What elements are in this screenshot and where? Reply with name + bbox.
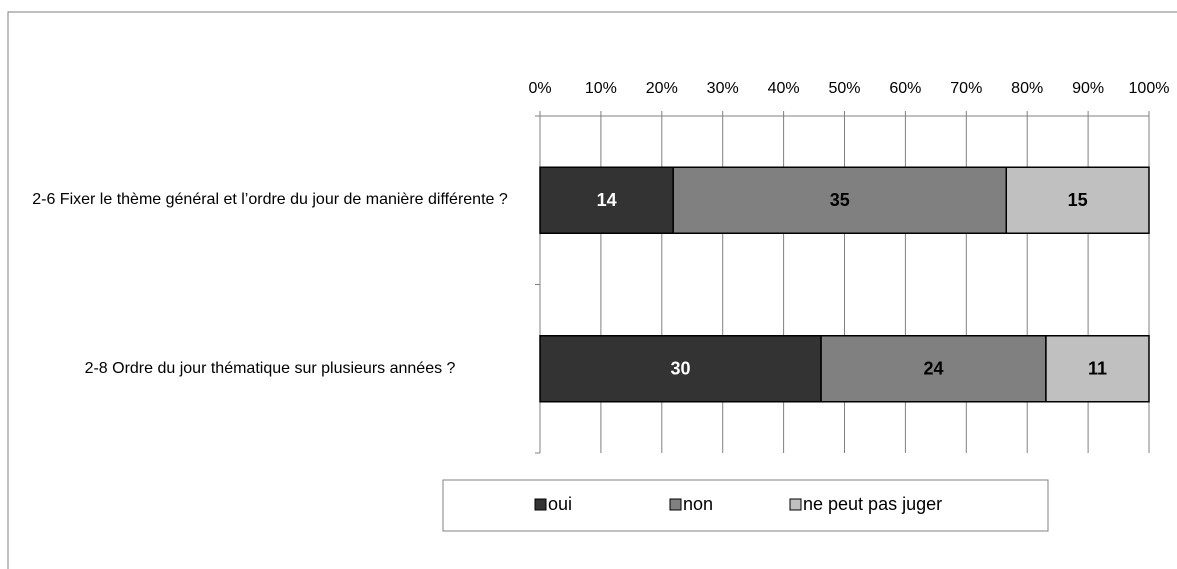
legend-swatch (669, 498, 682, 511)
x-tick-label: 90% (1072, 80, 1104, 97)
data-label: 24 (923, 359, 943, 379)
data-label: 11 (1088, 359, 1107, 379)
chart-frame (7, 11, 1177, 569)
x-tick-label: 0% (528, 80, 551, 97)
data-label: 14 (597, 190, 617, 210)
x-tick-label: 50% (828, 80, 860, 97)
data-label: 30 (671, 359, 691, 379)
data-label: 35 (830, 190, 850, 210)
bar (539, 335, 822, 403)
x-tick-label: 70% (950, 80, 982, 97)
bar (539, 166, 674, 234)
category-label: 2-8 Ordre du jour thématique sur plusieu… (84, 359, 456, 377)
bar (672, 166, 1008, 234)
x-tick-label: 80% (1011, 80, 1043, 97)
legend-label: ne peut pas juger (803, 494, 942, 514)
legend-swatch (789, 498, 802, 511)
category-label: 2-6 Fixer le thème général et l’ordre du… (32, 191, 508, 209)
bar (820, 335, 1047, 403)
data-label: 15 (1068, 190, 1088, 210)
bar (1045, 335, 1150, 403)
legend-box (442, 479, 1049, 532)
x-tick-label: 20% (646, 80, 678, 97)
x-tick-label: 40% (768, 80, 800, 97)
bar (1005, 166, 1150, 234)
x-tick-label: 30% (707, 80, 739, 97)
legend-label: oui (548, 494, 572, 514)
x-tick-label: 10% (585, 80, 617, 97)
x-tick-label: 60% (889, 80, 921, 97)
x-tick-label: 100% (1129, 80, 1170, 97)
legend-swatch (534, 498, 547, 511)
legend-label: non (683, 494, 713, 514)
